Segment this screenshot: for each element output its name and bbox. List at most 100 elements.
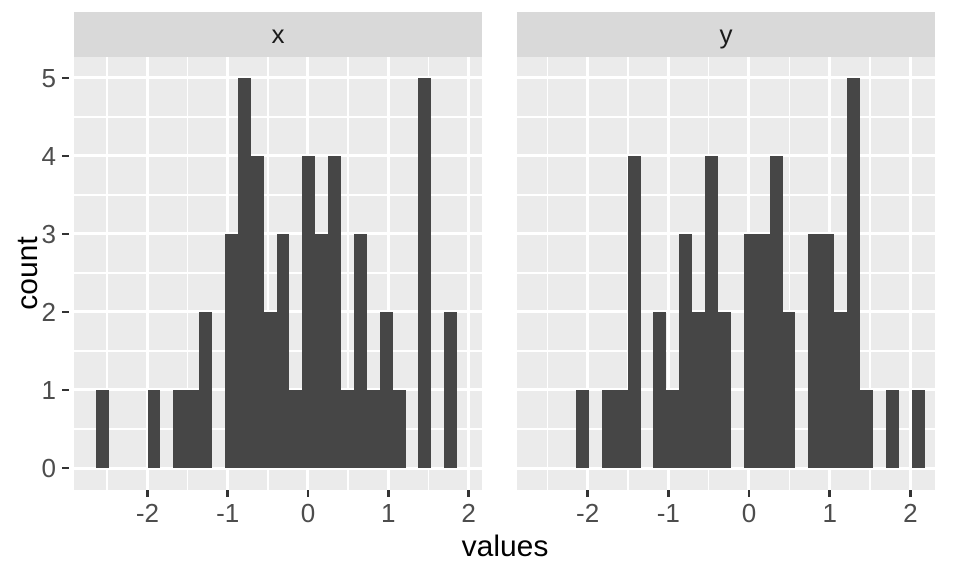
histogram-bar	[148, 390, 160, 468]
grid-minor-x	[627, 57, 629, 490]
grid-major-y	[74, 76, 482, 80]
facet-panel-x	[74, 57, 482, 490]
grid-minor-x	[106, 57, 108, 490]
histogram-bar	[628, 156, 641, 468]
histogram-bar	[277, 234, 289, 468]
grid-minor-y	[517, 194, 935, 196]
y-tick-label: 4	[41, 140, 56, 171]
y-tick-label: 3	[41, 218, 56, 249]
histogram-bar	[341, 390, 354, 468]
histogram-bar	[666, 390, 679, 468]
histogram-bar	[393, 390, 406, 468]
x-axis-title: values	[461, 530, 549, 563]
x-tick-mark	[306, 490, 310, 497]
grid-major-y	[74, 232, 482, 236]
x-tick-mark	[387, 490, 390, 497]
y-tick-mark	[62, 310, 69, 314]
histogram-bar	[328, 156, 341, 468]
histogram-bar	[757, 234, 770, 468]
histogram-bar	[705, 156, 718, 468]
grid-minor-x	[788, 57, 791, 490]
histogram-bar	[302, 156, 315, 468]
x-tick-mark	[747, 490, 751, 497]
x-tick-label: -1	[216, 498, 240, 528]
histogram-bar	[238, 78, 251, 468]
x-tick-label: 1	[822, 498, 837, 528]
histogram-bar	[576, 390, 589, 468]
x-tick-mark	[909, 490, 912, 497]
histogram-bar	[679, 234, 692, 468]
grid-minor-x	[347, 57, 349, 490]
y-tick-mark	[62, 154, 69, 158]
histogram-bar	[367, 390, 380, 468]
grid-minor-y	[517, 272, 935, 274]
histogram-bar	[251, 156, 264, 468]
histogram-bar	[770, 156, 783, 468]
x-tick-mark	[586, 490, 589, 497]
grid-major-x	[467, 57, 471, 490]
facet-strip-x: x	[74, 12, 482, 57]
grid-minor-x	[267, 57, 269, 490]
x-tick-label: -1	[656, 498, 680, 528]
x-tick-mark	[828, 490, 831, 497]
x-axis-facet-y: -2 -1 0 1 2	[517, 490, 935, 536]
histogram-bar	[418, 78, 431, 468]
histogram-bar	[225, 234, 238, 468]
x-tick-label: 0	[741, 498, 757, 528]
grid-major-y	[517, 310, 935, 314]
y-tick-label: 5	[41, 62, 56, 93]
y-axis: 0 1 2 3 4 5	[0, 57, 74, 490]
x-axis-facet-x: -2 -1 0 1 2	[74, 490, 482, 536]
histogram-bar	[264, 312, 277, 468]
histogram-bar	[96, 390, 109, 468]
histogram-bar	[783, 312, 795, 468]
histogram-bar	[186, 390, 199, 468]
grid-major-x	[386, 57, 390, 490]
histogram-bar	[289, 390, 302, 468]
x-tick-label: 1	[381, 498, 396, 528]
grid-minor-x	[186, 57, 189, 490]
histogram-bar	[173, 390, 186, 468]
x-tick-mark	[467, 490, 470, 497]
x-tick-label: 0	[300, 498, 316, 528]
grid-major-x	[908, 57, 912, 490]
histogram-bar	[653, 312, 666, 468]
grid-minor-y	[517, 116, 935, 118]
x-tick-label: -2	[576, 498, 600, 528]
grid-major-y	[517, 232, 935, 236]
histogram-bar	[860, 390, 873, 468]
histogram-bar	[315, 234, 328, 468]
facet-strip-label: y	[719, 19, 733, 49]
grid-minor-x	[546, 57, 548, 490]
histogram-bar	[444, 312, 457, 468]
grid-major-x	[145, 57, 149, 490]
histogram-bar	[718, 312, 731, 468]
histogram-bar	[744, 234, 757, 468]
y-axis-title: count	[11, 236, 44, 310]
x-tick-label: 2	[903, 498, 918, 528]
y-tick-mark	[62, 388, 69, 392]
histogram-bar	[602, 390, 615, 468]
facet-panel-y	[517, 57, 935, 490]
y-tick-label: 2	[41, 296, 56, 327]
histogram-bar	[847, 78, 860, 468]
facet-strip-y: y	[517, 12, 935, 57]
histogram-bar	[380, 312, 393, 468]
x-tick-label: 2	[461, 498, 476, 528]
histogram-bar	[615, 390, 628, 468]
histogram-bar	[834, 312, 847, 468]
histogram-bar	[199, 312, 212, 468]
grid-major-x	[666, 57, 670, 490]
histogram-bar	[808, 234, 821, 468]
grid-minor-y	[74, 194, 482, 196]
histogram-bar	[821, 234, 834, 468]
facet-strip-label: x	[271, 19, 285, 49]
x-tick-label: -2	[135, 498, 159, 528]
grid-major-y	[517, 466, 935, 470]
y-tick-label: 0	[41, 453, 56, 483]
grid-major-x	[586, 57, 590, 490]
histogram-bar	[886, 390, 899, 468]
histogram-bar	[912, 390, 925, 468]
grid-major-y	[74, 466, 482, 470]
